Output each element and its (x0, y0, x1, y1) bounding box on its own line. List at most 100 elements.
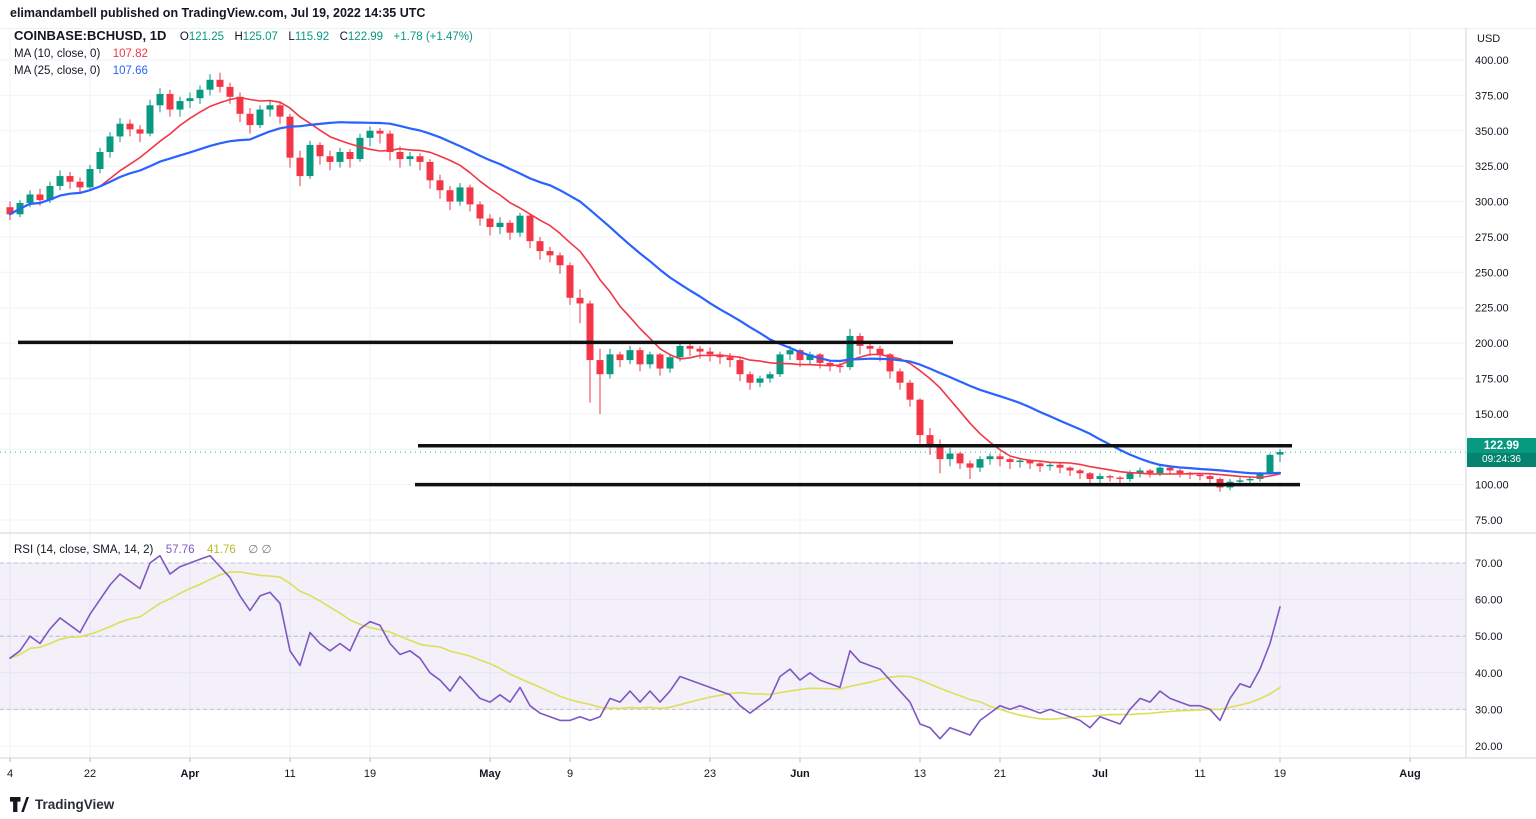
time-tick-label: 19 (364, 768, 376, 780)
rsi-line (9, 554, 1281, 740)
brand-name: TradingView (35, 797, 115, 812)
rsi-extra-values: ∅ ∅ (248, 544, 272, 556)
change-value: +1.78 (+1.47%) (393, 31, 473, 43)
candle-body (466, 187, 474, 205)
candle-body (906, 382, 914, 400)
candle-body (756, 378, 764, 383)
candle-body (686, 345, 694, 349)
rsi-sma-line (9, 571, 1281, 721)
candle-body (346, 152, 354, 160)
candle-body (166, 93, 174, 110)
price-tick-label: 75.00 (1475, 515, 1503, 527)
candle-body (1036, 463, 1044, 467)
candle-body (1176, 470, 1184, 474)
time-tick-label: 23 (704, 768, 716, 780)
attribution-text: elimandambell published on TradingView.c… (10, 6, 426, 20)
time-axis[interactable] (0, 758, 1466, 788)
ma-line-25 (8, 121, 1282, 475)
candle-body (196, 89, 204, 99)
candle-body (586, 303, 594, 361)
candle-body (1016, 460, 1024, 462)
candle-body (676, 345, 684, 358)
candle-body (1046, 464, 1054, 467)
candle-body (566, 265, 574, 298)
candle-body (896, 371, 904, 383)
candle-body (986, 456, 994, 460)
candle-body (1106, 476, 1114, 478)
candle-body (146, 105, 154, 134)
candle-body (106, 136, 114, 152)
candle-body (626, 350, 634, 361)
rsi-tick-label: 20.00 (1475, 741, 1503, 753)
candle-body (546, 251, 554, 256)
time-tick-label: 22 (84, 768, 96, 780)
candle-body (496, 222, 504, 228)
time-tick-label: 19 (1274, 768, 1286, 780)
candle-body (966, 463, 974, 468)
price-tick-label: 150.00 (1475, 409, 1509, 421)
candle-body (916, 399, 924, 436)
symbol-legend-row: COINBASE:BCHUSD, 1D O121.25 H125.07 L115… (14, 27, 473, 44)
candle-body (376, 130, 384, 134)
price-tick-label: 375.00 (1475, 90, 1509, 102)
candle-body (206, 79, 214, 90)
ma10-value: 107.82 (112, 48, 148, 60)
candle-body (116, 123, 124, 137)
high-value: H125.07 (234, 31, 278, 43)
candle-body (516, 215, 524, 233)
candle-body (696, 348, 704, 352)
candle-body (76, 181, 84, 188)
price-axis[interactable] (1466, 28, 1536, 758)
candle-body (886, 354, 894, 372)
candle-body (1076, 470, 1084, 474)
candle-body (1276, 452, 1284, 455)
candle-body (1136, 470, 1144, 474)
candle-body (506, 222, 514, 233)
candle-body (226, 86, 234, 97)
candle-body (336, 152, 344, 162)
tradingview-logo-link[interactable]: TradingView (10, 796, 115, 813)
time-tick-label: 11 (284, 768, 295, 780)
candle-body (66, 176, 74, 182)
candle-body (316, 144, 324, 157)
bar-countdown-timer: 09:24:36 (1467, 453, 1536, 467)
candle-body (26, 194, 34, 203)
candle-body (1126, 473, 1134, 479)
price-tick-label: 300.00 (1475, 197, 1509, 209)
candle-body (286, 116, 294, 158)
candle-body (576, 297, 584, 304)
candle-body (256, 109, 264, 126)
candle-body (266, 105, 274, 110)
candle-body (736, 360, 744, 375)
candle-body (1006, 459, 1014, 462)
candle-body (866, 345, 874, 349)
candle-body (1086, 473, 1094, 479)
candle-body (1056, 464, 1064, 468)
candle-body (1256, 473, 1264, 479)
price-tick-label: 325.00 (1475, 161, 1509, 173)
time-tick-label: 9 (567, 768, 573, 780)
ma-line-10 (9, 96, 1281, 479)
rsi-tick-label: 50.00 (1475, 631, 1503, 643)
price-axis-currency-label: USD (1477, 33, 1501, 45)
candle-body (646, 354, 654, 365)
rsi-tick-label: 40.00 (1475, 668, 1503, 680)
time-tick-label: 13 (914, 768, 926, 780)
candle-body (126, 123, 134, 130)
candle-body (216, 79, 224, 87)
candle-body (976, 459, 984, 468)
candle-body (666, 357, 674, 369)
close-value: C122.99 (339, 31, 384, 43)
candle-body (786, 350, 794, 355)
footer-bar: TradingView (0, 790, 1536, 819)
price-tick-label: 400.00 (1475, 55, 1509, 67)
rsi-tick-label: 60.00 (1475, 595, 1503, 607)
candle-body (796, 350, 804, 361)
candle-body (956, 453, 964, 464)
chart-canvas[interactable]: 400.00 375.00 350.00 325.00 300.00 275.00 250.… (0, 0, 1536, 790)
candle-body (1266, 454, 1274, 474)
rsi-tick-label: 30.00 (1475, 704, 1503, 716)
candle-body (1196, 474, 1204, 477)
candle-body (726, 357, 734, 361)
